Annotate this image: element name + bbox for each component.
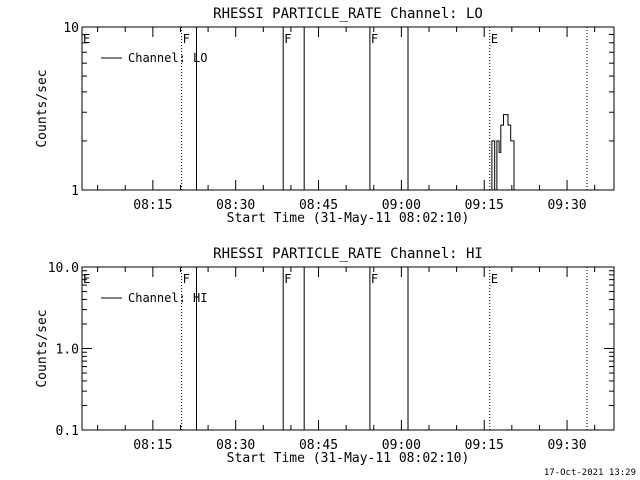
event-marker-label: F [183, 32, 190, 46]
y-tick-label: 0.1 [56, 424, 79, 439]
x-tick-label: 08:30 [216, 438, 255, 453]
y-tick-label: 10 [63, 21, 79, 36]
x-tick-label: 09:30 [547, 198, 586, 213]
y-tick-label: 1.0 [56, 343, 79, 358]
event-marker-label: E [83, 32, 90, 46]
legend-label: Channel: HI [128, 291, 207, 305]
y-axis-label: Counts/sec [35, 69, 50, 147]
x-tick-label: 09:30 [547, 438, 586, 453]
x-tick-label: 08:15 [133, 438, 172, 453]
y-tick-label: 10.0 [48, 261, 79, 276]
chart-title: RHESSI PARTICLE_RATE Channel: HI [213, 246, 483, 262]
chart-title: RHESSI PARTICLE_RATE Channel: LO [213, 6, 483, 22]
x-tick-label: 09:15 [465, 438, 504, 453]
x-axis-label: Start Time (31-May-11 08:02:10) [227, 451, 470, 466]
event-marker-label: F [371, 272, 378, 286]
x-tick-label: 09:00 [382, 438, 421, 453]
x-axis-label: Start Time (31-May-11 08:02:10) [227, 211, 470, 226]
x-tick-label: 08:45 [299, 198, 338, 213]
footer-timestamp: 17-Oct-2021 13:29 [544, 468, 636, 478]
event-marker-label: F [284, 32, 291, 46]
event-marker-label: F [284, 272, 291, 286]
event-marker-label: E [83, 272, 90, 286]
x-tick-label: 08:45 [299, 438, 338, 453]
event-marker-label: E [491, 32, 498, 46]
x-tick-label: 09:15 [465, 198, 504, 213]
event-marker-label: F [183, 272, 190, 286]
event-marker-label: E [491, 272, 498, 286]
x-tick-label: 08:30 [216, 198, 255, 213]
x-tick-label: 09:00 [382, 198, 421, 213]
chart-panel-1: RHESSI PARTICLE_RATE Channel: LO 1 10 Count… [35, 6, 615, 226]
series-line [489, 114, 517, 191]
y-tick-label: 1 [71, 184, 79, 199]
event-marker-label: F [371, 32, 378, 46]
y-axis-label: Counts/sec [35, 309, 50, 387]
chart-panel-2: RHESSI PARTICLE_RATE Channel: HI 0.1 1.0 10… [35, 246, 615, 466]
x-tick-label: 08:15 [133, 198, 172, 213]
legend-label: Channel: LO [128, 51, 207, 65]
